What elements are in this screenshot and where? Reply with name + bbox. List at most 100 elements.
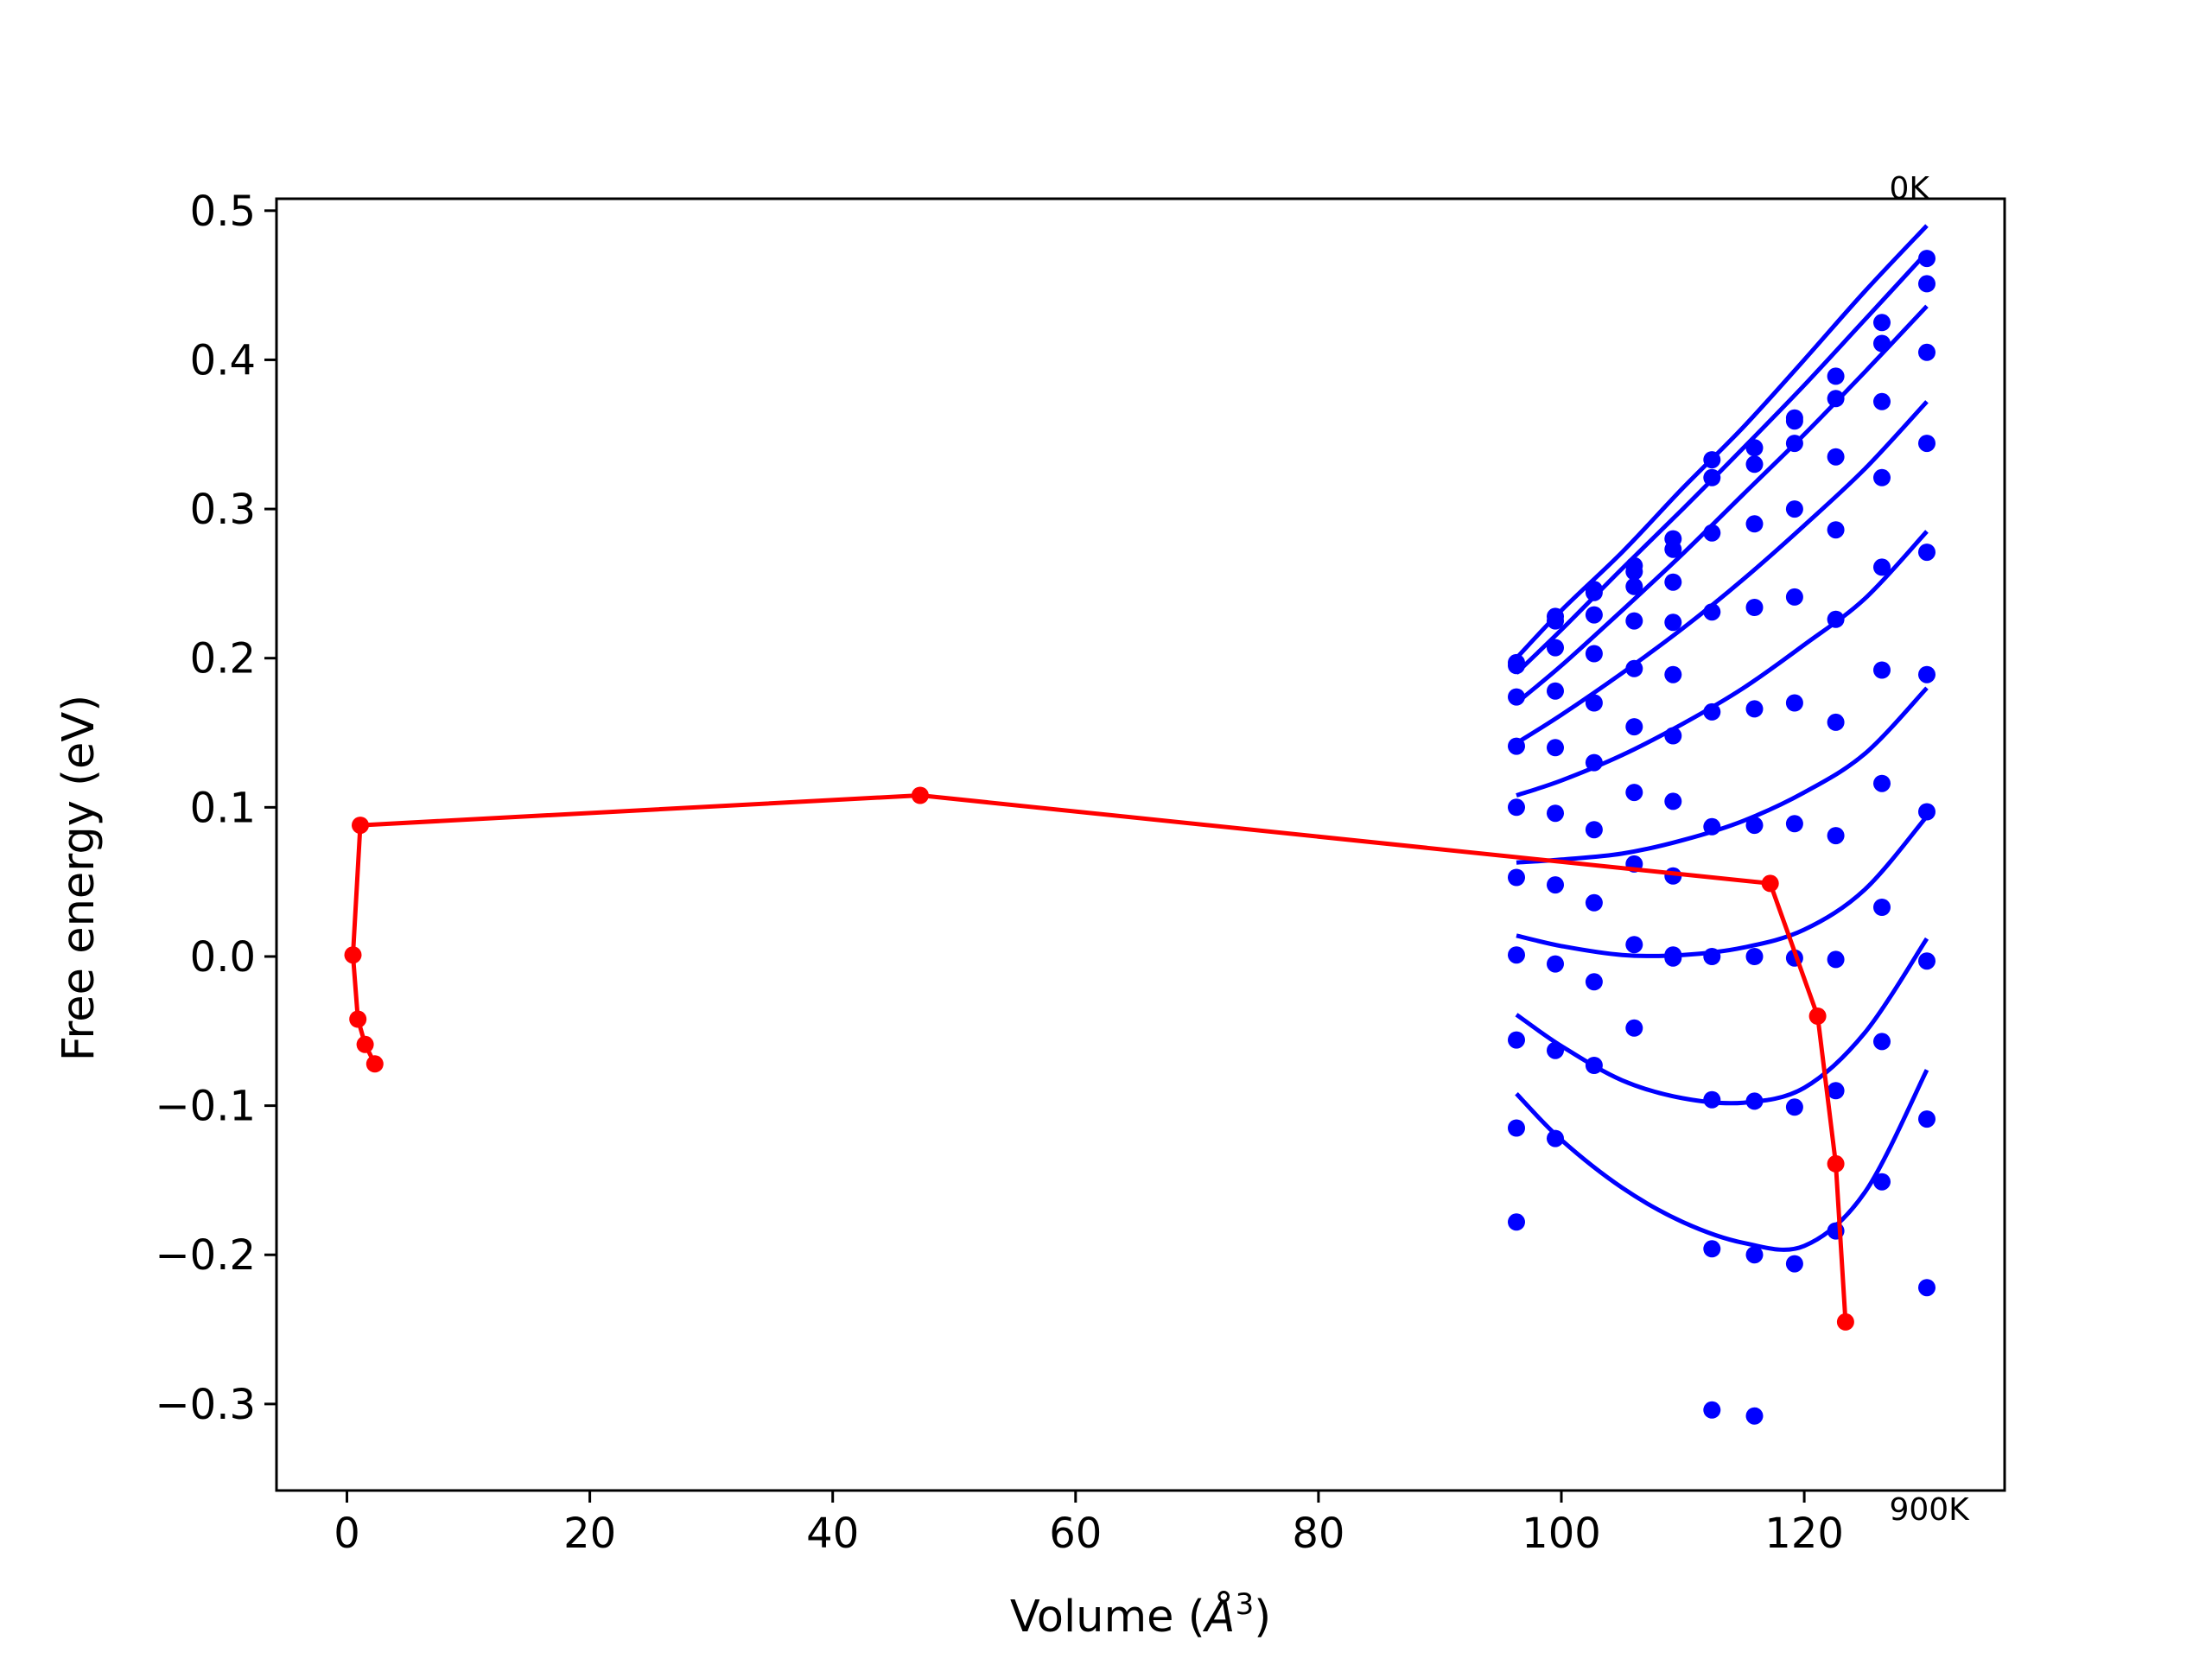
plot-frame: [275, 197, 2006, 1492]
x-axis-ticks: 0 20 40 60 80 100 120: [334, 1491, 1844, 1558]
data-point-2-10: [1918, 343, 1936, 361]
data-point-3-10: [1918, 435, 1936, 453]
y-tick-label: 0.5: [190, 188, 256, 236]
fit-curve-3: [1515, 400, 1929, 746]
data-point-2-2: [1585, 606, 1603, 624]
data-point-1-4: [1664, 540, 1682, 558]
data-point-2-3: [1625, 577, 1643, 595]
data-point-4-9: [1873, 558, 1891, 576]
y-tick-label: −0.1: [155, 1083, 256, 1131]
data-point-3-1: [1547, 682, 1564, 700]
data-point-7-5: [1703, 1090, 1721, 1109]
y-tick-label: 0.2: [190, 635, 256, 683]
data-point-1-3: [1625, 563, 1643, 581]
data-point-3-9: [1873, 468, 1891, 486]
x-tick-label: 0: [334, 1510, 360, 1558]
minimum-path-line: [351, 793, 1848, 1323]
data-point-0-5: [1703, 451, 1721, 469]
data-point-8-6: [1745, 1246, 1764, 1264]
data-point-8-7: [1785, 1098, 1803, 1116]
fit-curve-5: [1516, 686, 1929, 865]
data-point-7-1: [1547, 955, 1564, 973]
y-tick-label: 0.0: [190, 933, 256, 982]
data-point-2-7: [1785, 435, 1803, 453]
data-point-4-5: [1703, 702, 1721, 721]
data-point-6-2: [1585, 821, 1603, 839]
data-point-3-6: [1745, 599, 1764, 616]
data-point-4-2: [1585, 694, 1603, 712]
data-point-6-6: [1745, 948, 1764, 965]
data-point-6-8: [1827, 827, 1845, 845]
data-point-8-3: [1625, 936, 1643, 954]
y-axis-ticks: −0.3 −0.2 −0.1 0.0 0.1 0.2 0.3 0.4 0.5: [155, 188, 276, 1429]
data-point-4-10: [1918, 543, 1936, 562]
minimum-path-point-1: [356, 1035, 374, 1053]
data-point-7-9: [1873, 899, 1891, 916]
data-point-6-0: [1508, 946, 1525, 964]
data-point-5-6: [1745, 817, 1764, 835]
x-tick-label: 100: [1522, 1510, 1601, 1558]
data-point-1-7: [1785, 412, 1803, 430]
data-point-3-4: [1664, 613, 1682, 632]
fit-curve-8: [1515, 1069, 1929, 1252]
data-point-6-7: [1785, 815, 1803, 833]
data-point-2-0: [1508, 688, 1525, 706]
x-tick-label: 120: [1764, 1510, 1844, 1558]
x-tick-label: 20: [563, 1510, 616, 1558]
minimum-path-point-5: [911, 786, 929, 804]
x-tick-label: 60: [1049, 1510, 1102, 1558]
data-point-2-1: [1547, 639, 1564, 657]
data-point-3-5: [1703, 603, 1721, 621]
data-point-5-2: [1585, 753, 1603, 772]
y-axis-title: Free energy (eV): [54, 695, 105, 1061]
data-point-3-7: [1785, 500, 1803, 518]
data-point-8-9: [1873, 1033, 1891, 1051]
data-point-5-3: [1625, 718, 1643, 736]
data-point-9-3: [1625, 1019, 1643, 1037]
data-point-2-5: [1703, 524, 1721, 542]
data-point-9-6: [1745, 1407, 1764, 1425]
data-point-5-8: [1827, 713, 1845, 731]
data-point-3-0: [1508, 737, 1525, 755]
data-point-4-7: [1785, 588, 1803, 606]
data-point-9-2: [1585, 1057, 1603, 1074]
minimum-path-point-2: [349, 1010, 367, 1028]
data-point-2-9: [1873, 392, 1891, 410]
x-tick-label: 40: [806, 1510, 859, 1558]
data-point-2-8: [1827, 448, 1845, 466]
data-point-4-4: [1664, 665, 1682, 683]
data-point-4-8: [1827, 610, 1845, 628]
data-point-0-6: [1745, 439, 1764, 457]
data-point-7-0: [1508, 1031, 1525, 1049]
data-point-8-5: [1703, 1240, 1721, 1258]
data-point-6-4: [1664, 792, 1682, 810]
fit-curve-7: [1515, 937, 1929, 1106]
data-point-4-0: [1508, 798, 1525, 817]
data-point-1-6: [1745, 455, 1764, 474]
annotation-0K: 0K: [1889, 171, 1930, 207]
y-tick-label: −0.2: [155, 1231, 256, 1280]
data-point-1-2: [1585, 583, 1603, 601]
temperature-annotations: 0K 900K: [1889, 171, 1970, 1528]
data-point-0-8: [1827, 367, 1845, 385]
data-point-1-10: [1918, 275, 1936, 293]
data-point-5-9: [1873, 661, 1891, 679]
data-point-2-4: [1664, 573, 1682, 591]
data-point-9-5: [1703, 1401, 1721, 1419]
data-point-8-8: [1827, 1082, 1845, 1100]
data-point-9-10: [1918, 1279, 1936, 1297]
fit-curve-0: [1515, 224, 1929, 660]
plot-marks: [344, 224, 1936, 1425]
data-point-6-5: [1703, 948, 1721, 965]
data-point-5-10: [1918, 665, 1936, 683]
data-point-5-1: [1547, 804, 1564, 823]
data-point-7-10: [1918, 952, 1936, 970]
data-point-7-2: [1585, 893, 1603, 912]
fit-curve-4: [1516, 530, 1929, 798]
fit-curve-1: [1515, 251, 1929, 675]
data-point-1-1: [1547, 612, 1564, 630]
data-point-8-10: [1918, 1110, 1936, 1128]
data-point-3-3: [1625, 612, 1643, 630]
